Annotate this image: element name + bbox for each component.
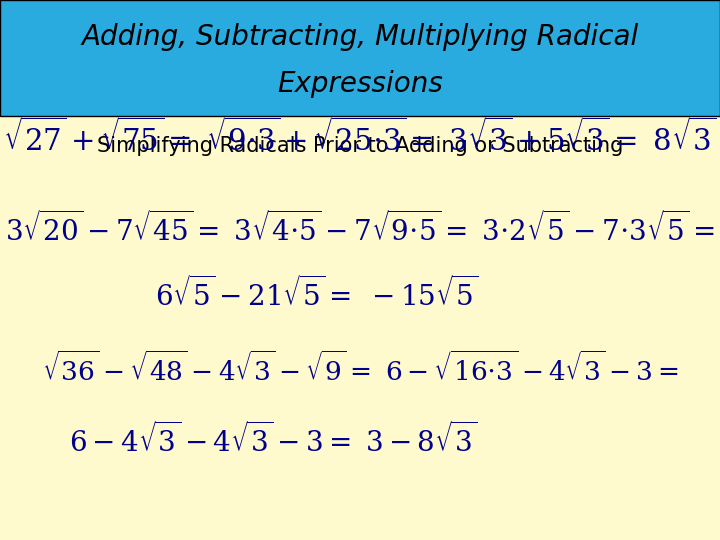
Text: $\sqrt{27}+\sqrt{75} =\ \sqrt{9{\cdot}3}+\sqrt{25{\cdot}3} =\ 3\sqrt{3}+5\sqrt{3: $\sqrt{27}+\sqrt{75} =\ \sqrt{9{\cdot}3}…: [4, 118, 716, 157]
Text: Simplifying Radicals Prior to Adding or Subtracting: Simplifying Radicals Prior to Adding or …: [96, 136, 624, 156]
Text: $6\sqrt{5}-21\sqrt{5} =\ -15\sqrt{5}$: $6\sqrt{5}-21\sqrt{5} =\ -15\sqrt{5}$: [155, 276, 479, 312]
Text: Adding, Subtracting, Multiplying Radical: Adding, Subtracting, Multiplying Radical: [81, 23, 639, 51]
Text: $6-4\sqrt{3}-4\sqrt{3}-3 =\ 3-8\sqrt{3}$: $6-4\sqrt{3}-4\sqrt{3}-3 =\ 3-8\sqrt{3}$: [69, 422, 478, 458]
Text: Expressions: Expressions: [277, 70, 443, 98]
Text: $3\sqrt{20}-7\sqrt{45} =\ 3\sqrt{4{\cdot}5}-7\sqrt{9{\cdot}5} =\ 3{\cdot}2\sqrt{: $3\sqrt{20}-7\sqrt{45} =\ 3\sqrt{4{\cdot…: [5, 212, 715, 247]
Text: $\sqrt{36}-\sqrt{48}-4\sqrt{3}-\sqrt{9} =\ 6-\sqrt{16{\cdot}3}-4\sqrt{3}-3 =$: $\sqrt{36}-\sqrt{48}-4\sqrt{3}-\sqrt{9} …: [42, 353, 678, 387]
